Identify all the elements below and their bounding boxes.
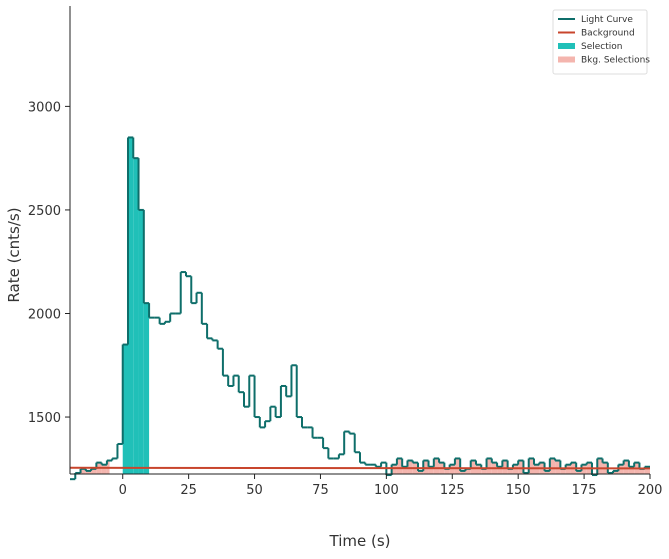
selection-fill (597, 458, 603, 474)
legend-patch (558, 43, 575, 49)
selection-fill (518, 460, 524, 474)
x-tick-label: 200 (638, 483, 663, 498)
selection-fill (91, 468, 97, 474)
selection-fill (465, 468, 471, 474)
x-tick-label: 50 (246, 483, 263, 498)
selection-fill (460, 470, 466, 474)
selection-fill (565, 464, 571, 474)
selection-fill (481, 468, 487, 474)
legend-patch (558, 56, 575, 63)
selection-fill (433, 458, 440, 474)
selection-fill (512, 464, 519, 474)
x-tick-label: 100 (374, 483, 399, 498)
selection-fill (544, 470, 550, 474)
y-tick-label: 1500 (28, 411, 61, 426)
selection-fill (581, 464, 587, 474)
selection-fill (449, 464, 455, 474)
selection-fill (85, 470, 92, 474)
light-curve-riser (74, 137, 646, 480)
x-tick-label: 150 (506, 483, 531, 498)
legend-label: Background (581, 29, 635, 39)
selection-fill (486, 458, 492, 474)
selection-fill (80, 468, 86, 474)
selection-fill (402, 466, 408, 474)
selection-fill (560, 468, 566, 474)
y-tick-label: 2500 (28, 204, 61, 219)
x-axis-label: Time (s) (329, 532, 391, 550)
y-tick-label: 3000 (28, 100, 61, 115)
selection-fill (528, 458, 534, 474)
selection-fill (549, 458, 556, 474)
selection-fill (507, 468, 513, 474)
selection-fill (497, 466, 503, 474)
selection-fill (639, 468, 645, 474)
selection-fill (138, 209, 144, 474)
legend-box (552, 9, 648, 75)
selection-fill (418, 470, 424, 474)
x-tick-label: 0 (119, 483, 127, 498)
legend-label: Bkg. Selections (581, 56, 650, 66)
selection-fill (623, 460, 629, 474)
selection-fill (128, 137, 134, 474)
selection-fill (613, 470, 619, 474)
selection-fill (628, 466, 635, 474)
x-tick-label: 125 (440, 483, 465, 498)
selection-fill (101, 464, 107, 474)
x-tick-label: 175 (572, 483, 597, 498)
selection-fill (444, 468, 450, 474)
selection-fill (576, 470, 582, 474)
background-line (69, 466, 651, 470)
x-tick-label: 75 (312, 483, 329, 498)
selection-fill (428, 466, 434, 474)
selection-fill (133, 158, 139, 474)
y-axis-label: Rate (cnts/s) (5, 207, 23, 302)
selection-fill (454, 458, 461, 474)
selection-fill (122, 344, 128, 474)
selection-fill (396, 458, 403, 474)
selection-fill (555, 460, 561, 474)
legend-label: Selection (581, 42, 622, 52)
x-tick-label: 25 (180, 483, 197, 498)
selection-fill (476, 464, 482, 474)
selection-fill (391, 464, 397, 474)
y-tick-label: 2000 (28, 307, 61, 322)
legend-label: Light Curve (581, 15, 633, 25)
selection-fill (644, 466, 650, 474)
selection-fill (143, 303, 150, 474)
selection-fill (534, 464, 540, 474)
